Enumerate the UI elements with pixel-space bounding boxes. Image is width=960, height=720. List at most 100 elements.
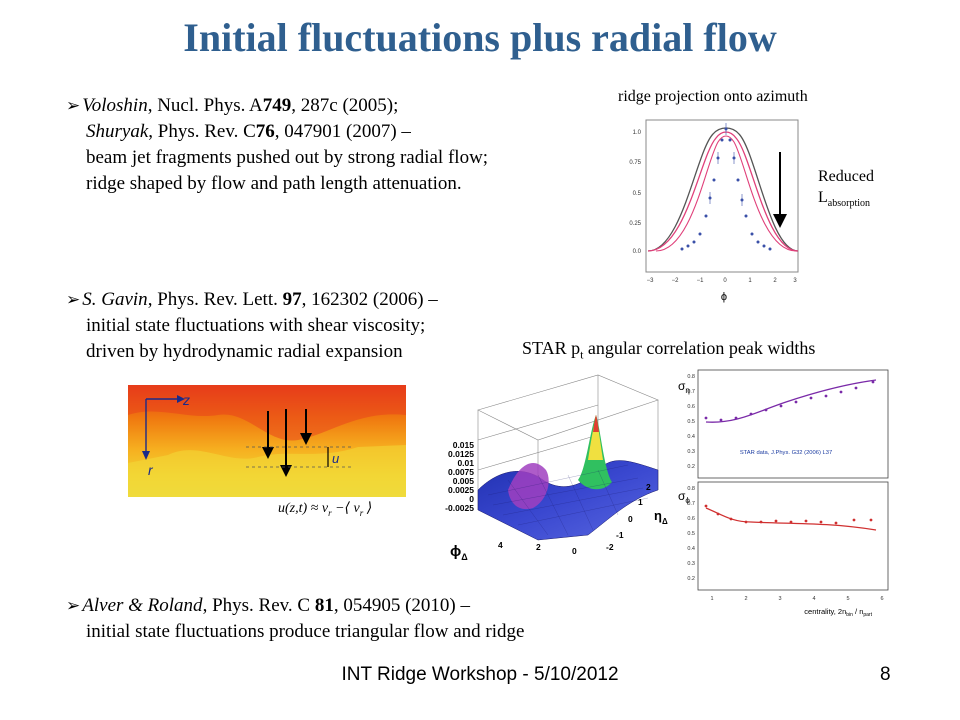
ref-author: S. Gavin (82, 289, 148, 310)
z-tick-label: -0.0025 (445, 503, 474, 513)
y-tick-label: 0.8 (687, 486, 695, 492)
sigma-eta-label: ση (678, 379, 690, 395)
down-arrow-icon (773, 152, 787, 228)
ref-volume: 97 (282, 289, 302, 310)
u-label: u (332, 451, 339, 466)
z-tick-label: 0.0075 (448, 467, 474, 477)
ref-journal: , Nucl. Phys. A (147, 95, 263, 116)
y-tick-label: 0.8 (687, 374, 695, 380)
y-tick-label: 0.3 (687, 449, 695, 455)
eta-tick-label: -2 (606, 542, 614, 552)
phi-subscript: Δ (461, 552, 468, 562)
y-tick-label: 0.7 (687, 389, 695, 395)
y-tick-label: 0.4 (687, 546, 695, 552)
ref-pages: , 054905 (2010) – (333, 595, 470, 616)
ref-author: Shuryak (86, 121, 149, 142)
x-tick-label: 3 (793, 278, 797, 284)
sigma-eta-points (704, 380, 875, 422)
ref-volume: 76 (255, 121, 275, 142)
y-tick-label: 0.5 (687, 531, 695, 537)
y-tick-label: 0.3 (687, 561, 695, 567)
phi-tick-label: 0 (572, 546, 577, 556)
sigma-phi-points (704, 504, 873, 525)
eta-tick-label: -1 (616, 530, 624, 540)
x-tick-label: 6 (880, 596, 883, 602)
ref-description: initial state fluctuations with shear vi… (86, 315, 426, 336)
ref-description: initial state fluctuations produce trian… (86, 621, 525, 642)
ref-description: driven by hydrodynamic radial expansion (86, 341, 403, 362)
z-tick-label: 0.01 (457, 458, 474, 468)
reference-voloshin-shuryak: ➢ Voloshin, Nucl. Phys. A749, 287c (2005)… (66, 93, 488, 197)
y-tick-label: 1.0 (633, 130, 642, 136)
page-number: 8 (880, 664, 891, 685)
reduced-label: Reduced (818, 168, 874, 185)
formula-sub: r (359, 507, 364, 518)
eta-tick-label: 0 (628, 514, 633, 524)
flow-fluctuation-figure: z r u (128, 385, 406, 497)
flow-formula: u(z,t) ≈ vr −⟨ vr ⟩ (278, 500, 372, 518)
formula-part: −⟨ v (331, 501, 360, 516)
x-tick-label: 2 (744, 596, 747, 602)
surface-base (477, 460, 659, 541)
x-tick-label: −2 (672, 278, 680, 284)
star-caption: STAR pt angular correlation peak widths (522, 338, 815, 363)
reference-gavin: ➢ S. Gavin, Phys. Rev. Lett. 97, 162302 (… (66, 287, 438, 365)
pink-curve-inner (655, 135, 797, 252)
surface-peak-tip (593, 415, 599, 432)
formula-part: u(z,t) ≈ v (278, 501, 329, 516)
eta-tick-label: 1 (638, 497, 643, 507)
x-axis-label: centrality, 2nbin / npart (804, 607, 872, 618)
y-tick-label: 0.5 (687, 419, 695, 425)
absorption-subscript: absorption (827, 198, 870, 210)
sigma-phi-label: σϕ (678, 489, 690, 505)
x-label-sub: bin (846, 612, 853, 618)
z-tick-label: 0.015 (453, 440, 475, 450)
y-tick-label: 0.7 (687, 501, 695, 507)
sigma-subscript: η (685, 386, 689, 395)
sigma-symbol: σ (678, 379, 686, 393)
ref-journal: , Phys. Rev. C (202, 595, 315, 616)
x-label-sub: part (863, 612, 872, 618)
ridge-plot-caption: ridge projection onto azimuth (618, 88, 808, 105)
surface-mesh (487, 464, 649, 536)
y-tick-label: 0.5 (633, 191, 642, 197)
z-axis-label: z (182, 392, 190, 408)
lower-panel-frame (697, 481, 889, 591)
formula-sub: r (328, 507, 332, 518)
flow-overlay: z r u (128, 385, 406, 497)
arrow-bullet-icon: ➢ (66, 596, 81, 615)
sigma-eta-fit-curve (705, 379, 877, 423)
data-points (680, 123, 772, 251)
star-peak-widths-plot: ση σϕ 0.8 0.7 0.6 0.5 0.4 0.3 0.2 0.8 0.… (678, 369, 889, 618)
y-tick-label: 0.4 (687, 434, 695, 440)
y-tick-label: 0.6 (687, 516, 695, 522)
x-tick-label: 2 (773, 278, 777, 284)
y-tick-label: 0.75 (629, 160, 641, 166)
y-tick-label: 0.2 (687, 576, 695, 582)
eta-subscript: Δ (662, 517, 668, 526)
x-tick-label: 1 (748, 278, 752, 284)
plot-frame (645, 119, 799, 273)
y-tick-label: 0.25 (629, 221, 641, 227)
labsorption-label: Labsorption (818, 189, 870, 209)
surface-peak-top (588, 415, 603, 460)
x-axis-label: ϕ (721, 291, 727, 303)
star-data-reference: STAR data, J.Phys. G32 (2006) L37 (740, 450, 832, 456)
y-tick-label: 0.6 (687, 404, 695, 410)
eta-tick-label: 2 (646, 482, 651, 492)
r-axis-label: r (148, 462, 154, 478)
sigma-symbol: σ (678, 489, 686, 503)
correlation-surface-plot: 0.015 0.0125 0.01 0.0075 0.005 0.0025 0 … (445, 374, 668, 562)
phi-tick-label: 2 (536, 542, 541, 552)
z-tick-label: 0.0025 (448, 485, 474, 495)
z-tick-label: 0.0125 (448, 449, 474, 459)
reference-alver-roland: ➢ Alver & Roland, Phys. Rev. C 81, 054905… (66, 593, 524, 645)
x-label-mid: / n (853, 607, 863, 616)
ref-pages: , 287c (2005); (291, 95, 399, 116)
x-tick-label: 0 (723, 278, 727, 284)
phi-tick-label: 4 (498, 540, 503, 550)
ref-pages: , 162302 (2006) – (301, 289, 438, 310)
sigma-subscript: ϕ (685, 496, 690, 505)
ref-volume: 81 (314, 595, 334, 616)
x-tick-label: −3 (647, 278, 655, 284)
